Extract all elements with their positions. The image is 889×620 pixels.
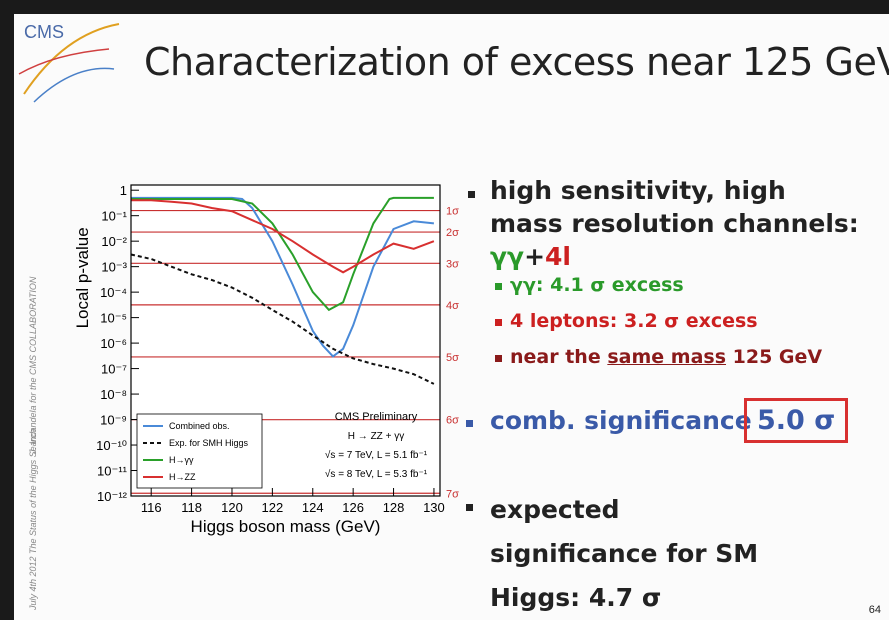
y-tick-label: 10⁻² [101, 234, 127, 249]
legend-label: Combined obs. [169, 421, 230, 431]
text-run: comb. significance [490, 406, 752, 435]
bullet-text: expected significance for SM Higgs: 4.7 … [490, 488, 790, 620]
side-text: J. Incandela for the CMS COLLABORATION [28, 276, 38, 454]
text-run: same mass [607, 346, 727, 368]
x-tick-label: 122 [262, 500, 284, 515]
plot-frame [130, 184, 441, 497]
logo-graphic [18, 23, 120, 103]
slide: CMS Characterization of excess near 125 … [14, 14, 889, 620]
y-tick-label: 10⁻¹ [101, 209, 127, 224]
x-axis-label: Higgs boson mass (GeV) [191, 517, 381, 536]
sigma-label: 7σ [446, 488, 459, 500]
bullet-marker [495, 319, 502, 326]
bullet-marker [466, 504, 473, 511]
legend-label: H→ZZ [169, 472, 196, 482]
text-run: 4l [545, 242, 571, 271]
y-tick-label: 10⁻¹¹ [97, 464, 128, 479]
highlight-box: 5.0 σ [744, 398, 849, 443]
text-run: 4.1 σ excess [543, 274, 684, 296]
sigma-label: 4σ [446, 300, 459, 312]
x-tick-label: 130 [423, 500, 445, 515]
y-tick-label: 1 [120, 183, 127, 198]
y-tick-label: 10⁻⁶ [100, 336, 127, 351]
x-tick-label: 128 [383, 500, 405, 515]
y-tick-label: 10⁻³ [101, 260, 127, 275]
y-axis-label: Local p-value [73, 227, 92, 328]
x-tick-label: 120 [221, 500, 243, 515]
page-number: 64 [868, 604, 881, 616]
logo: CMS [24, 22, 64, 42]
legend-label: Exp. for SMH Higgs [169, 438, 249, 448]
annotation: CMS Preliminary [335, 411, 418, 423]
x-tick-label: 116 [141, 500, 162, 515]
text-run: γγ: [510, 274, 544, 296]
sigma-label: 5σ [446, 352, 459, 364]
text-run: expected significance for SM Higgs: [490, 495, 767, 612]
text-run: 125 GeV [726, 346, 823, 368]
text-run: γγ [490, 242, 525, 271]
annotation: H → ZZ + γγ [348, 431, 404, 442]
series-line [131, 199, 435, 274]
sigma-label: 6σ [446, 415, 459, 427]
bullet-marker [495, 283, 502, 290]
bullet-text: near the same mass 125 GeV [510, 344, 850, 370]
y-tick-label: 10⁻⁷ [101, 362, 127, 377]
text-run: 4 leptons: 3.2 σ excess [510, 310, 758, 332]
sigma-label: 3σ [446, 258, 459, 270]
y-tick-label: 10⁻⁵ [100, 311, 127, 326]
x-tick-label: 124 [302, 500, 324, 515]
y-tick-label: 10⁻¹⁰ [96, 438, 127, 453]
side-text: July 4th 2012 The Status of the Higgs Se… [28, 428, 38, 610]
text-run: 4.7 σ [588, 583, 662, 612]
y-tick-label: 10⁻⁹ [100, 413, 127, 428]
text-run: high sensitivity, high mass resolution c… [490, 176, 868, 238]
bullet-marker [468, 191, 475, 198]
bullet-text: γγ: 4.1 σ excess [510, 272, 850, 298]
x-tick-label: 126 [342, 500, 364, 515]
x-tick-label: 118 [181, 500, 202, 515]
text-run: + [524, 242, 546, 271]
y-tick-label: 10⁻⁴ [100, 285, 127, 300]
series-line [130, 253, 435, 385]
bullet-text: comb. significance [490, 404, 889, 437]
bullet-marker [495, 355, 502, 362]
bullet-text: high sensitivity, high mass resolution c… [490, 174, 860, 273]
series-line [131, 196, 434, 312]
annotation: √s = 8 TeV, L = 5.3 fb⁻¹ [325, 468, 428, 480]
sigma-label: 1σ [446, 206, 459, 218]
y-tick-label: 10⁻⁸ [100, 387, 127, 402]
sigma-label: 2σ [446, 227, 459, 239]
bullet-marker [466, 420, 473, 427]
bullet-text: 4 leptons: 3.2 σ excess [510, 308, 850, 334]
y-tick-label: 10⁻¹² [97, 489, 128, 504]
series-line [131, 196, 435, 358]
chart: 1σ 2σ 3σ 4σ 5σ 6σ 7σ 1 10⁻¹ 10⁻² 10⁻³ 10⁻⁴ 10⁻⁵ 10⁻⁶ 1… [73, 183, 459, 536]
text-run: near the [510, 346, 608, 368]
legend-label: H→γγ [169, 455, 194, 465]
slide-title: Characterization of excess near 125 GeV [144, 40, 889, 84]
annotation: √s = 7 TeV, L = 5.1 fb⁻¹ [325, 449, 428, 461]
